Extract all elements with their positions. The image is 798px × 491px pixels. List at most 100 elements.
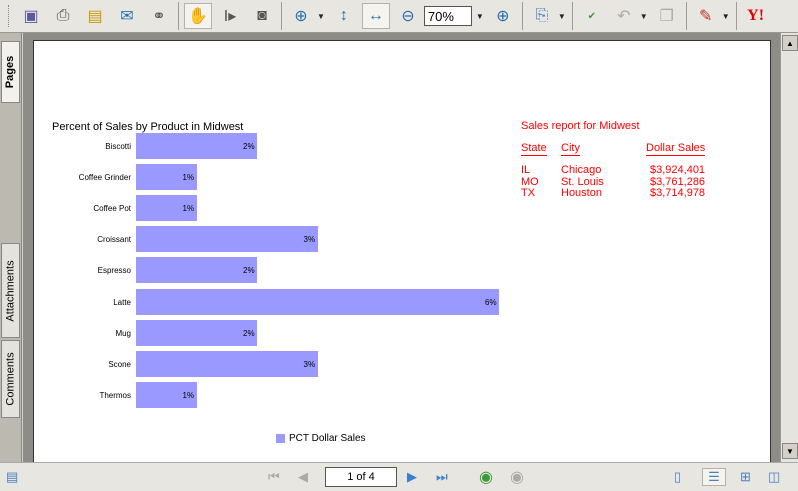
legend-swatch bbox=[276, 434, 285, 443]
report-cell: Houston bbox=[561, 187, 602, 199]
toolbar-grip[interactable] bbox=[8, 5, 11, 27]
tab-label: Pages bbox=[4, 55, 17, 89]
go-back-icon[interactable]: ◉ bbox=[479, 469, 493, 486]
sign-pen-icon[interactable]: ✎ bbox=[698, 8, 713, 25]
data-label: 3% bbox=[303, 359, 316, 369]
organizer-icon[interactable]: ▤ bbox=[87, 8, 103, 25]
go-forward-icon[interactable]: ◉ bbox=[510, 469, 524, 486]
scroll-down-icon[interactable]: ▼ bbox=[782, 443, 798, 459]
bar bbox=[136, 350, 318, 377]
page-options-icon[interactable]: ▤ bbox=[6, 469, 19, 484]
report-cell: IL bbox=[521, 164, 531, 176]
yahoo-icon[interactable]: Y! bbox=[747, 7, 765, 24]
report-cell: $3,924,401 bbox=[650, 164, 706, 176]
scroll-up-icon[interactable]: ▲ bbox=[782, 35, 798, 51]
bar bbox=[136, 226, 318, 253]
chevron-down-icon[interactable]: ▼ bbox=[557, 11, 566, 21]
category-label: Scone bbox=[108, 359, 131, 369]
bar bbox=[136, 288, 499, 315]
report-cell: $3,761,286 bbox=[650, 175, 706, 188]
data-label: 2% bbox=[243, 328, 255, 338]
data-label: 6% bbox=[485, 297, 497, 307]
chevron-down-icon[interactable]: ▼ bbox=[721, 11, 730, 21]
chart-title: Percent of Sales by Product in Midwest bbox=[52, 121, 244, 133]
continuous-icon[interactable]: ☰ bbox=[702, 468, 726, 486]
bar bbox=[136, 195, 197, 222]
legend-label: PCT Dollar Sales bbox=[289, 433, 366, 444]
search-binoculars-icon[interactable]: ⚭ bbox=[152, 8, 166, 25]
data-label: 1% bbox=[182, 173, 195, 183]
report-cell: MO bbox=[521, 175, 539, 188]
copy-icon[interactable]: ❐ bbox=[659, 8, 674, 25]
rotate-icon[interactable]: ⎘ bbox=[535, 7, 549, 24]
chevron-down-icon[interactable]: ▼ bbox=[639, 11, 648, 21]
document-area: Percent of Sales by Product in Midwest B… bbox=[23, 33, 780, 470]
category-label: Mug bbox=[115, 328, 131, 338]
zoom-input[interactable] bbox=[423, 6, 472, 26]
report-cell: St. Louis bbox=[561, 175, 604, 188]
bar bbox=[136, 381, 197, 408]
tab-attachments[interactable]: Attachments bbox=[1, 243, 20, 338]
category-label: Coffee Pot bbox=[93, 204, 131, 214]
bar bbox=[136, 319, 257, 346]
report-cell: TX bbox=[521, 187, 536, 199]
vertical-scrollbar[interactable]: ▲ ▼ bbox=[780, 33, 798, 462]
snapshot-icon[interactable]: ◙ bbox=[257, 7, 267, 24]
undo-icon[interactable]: ↶ bbox=[617, 8, 631, 25]
chevron-down-icon[interactable]: ▼ bbox=[475, 11, 484, 21]
zoom-out-icon[interactable]: ⊖ bbox=[401, 8, 415, 25]
first-page-icon[interactable]: ⏮ bbox=[268, 469, 280, 484]
next-page-icon[interactable]: ▶ bbox=[407, 469, 417, 484]
divider bbox=[571, 2, 573, 30]
last-page-icon[interactable]: ⏭ bbox=[436, 469, 448, 484]
divider bbox=[521, 2, 523, 30]
report-header-state: State bbox=[521, 142, 547, 156]
bar bbox=[136, 257, 257, 284]
category-label: Latte bbox=[113, 297, 131, 307]
report-header-dollar-sales: Dollar Sales bbox=[646, 142, 706, 156]
fit-page-icon[interactable]: ↕ bbox=[339, 7, 348, 24]
divider bbox=[281, 2, 282, 30]
previous-page-icon[interactable]: ◀ bbox=[298, 469, 308, 484]
divider bbox=[735, 2, 737, 30]
fit-width-icon[interactable]: ↔ bbox=[361, 3, 390, 29]
report-cell: Chicago bbox=[561, 164, 602, 176]
divider bbox=[685, 2, 687, 30]
category-label: Biscotti bbox=[105, 142, 131, 151]
page-number-input[interactable]: 1 of 4 bbox=[325, 467, 397, 487]
report-header-city: City bbox=[561, 142, 580, 156]
zoom-in-tool-icon[interactable]: ⊕ bbox=[294, 8, 308, 25]
status-bar: ▤ ⏮ ◀ 1 of 4 ▶ ⏭ ◉ ◉ ▯ ☰ ⊞ ◫ bbox=[0, 462, 798, 491]
bar bbox=[136, 133, 257, 159]
data-label: 2% bbox=[243, 266, 255, 276]
category-label: Croissant bbox=[97, 235, 131, 245]
data-label: 2% bbox=[243, 142, 255, 151]
toolbar: ▣ ⎙ ▤ ✉ ⚭ ✋ I▸ ◙ ⊕▼ ↕ ↔ ⊖ ▼ ⊕ ⎘▼ ✔ ↶▼ ❐ … bbox=[0, 0, 798, 33]
data-label: 1% bbox=[182, 390, 195, 400]
data-label: 1% bbox=[182, 204, 195, 214]
print-icon[interactable]: ⎙ bbox=[56, 7, 70, 24]
report-cell: $3,714,978 bbox=[650, 187, 706, 199]
hand-tool-icon[interactable]: ✋ bbox=[184, 3, 212, 29]
single-page-icon[interactable]: ▯ bbox=[674, 469, 682, 484]
report-title: Sales report for Midwest bbox=[521, 120, 640, 132]
tab-comments[interactable]: Comments bbox=[1, 340, 20, 418]
chart-legend: PCT Dollar Sales bbox=[276, 433, 366, 444]
tab-label: Attachments bbox=[4, 259, 17, 322]
select-text-icon[interactable]: I▸ bbox=[223, 8, 237, 25]
facing-icon[interactable]: ⊞ bbox=[740, 469, 751, 484]
zoom-in-icon[interactable]: ⊕ bbox=[496, 8, 510, 25]
bar bbox=[136, 164, 197, 191]
category-label: Espresso bbox=[97, 266, 131, 276]
spellcheck-icon[interactable]: ✔ bbox=[587, 10, 596, 22]
chevron-down-icon[interactable]: ▼ bbox=[317, 11, 325, 21]
tab-label: Comments bbox=[4, 352, 17, 406]
email-icon[interactable]: ✉ bbox=[120, 8, 134, 25]
navigation-sidebar: Pages Attachments Comments bbox=[0, 33, 22, 462]
save-icon[interactable]: ▣ bbox=[23, 8, 39, 25]
divider bbox=[178, 2, 179, 30]
category-label: Thermos bbox=[99, 390, 131, 400]
continuous-facing-icon[interactable]: ◫ bbox=[768, 469, 781, 484]
document-page: Percent of Sales by Product in Midwest B… bbox=[33, 40, 771, 470]
tab-pages[interactable]: Pages bbox=[1, 41, 20, 103]
